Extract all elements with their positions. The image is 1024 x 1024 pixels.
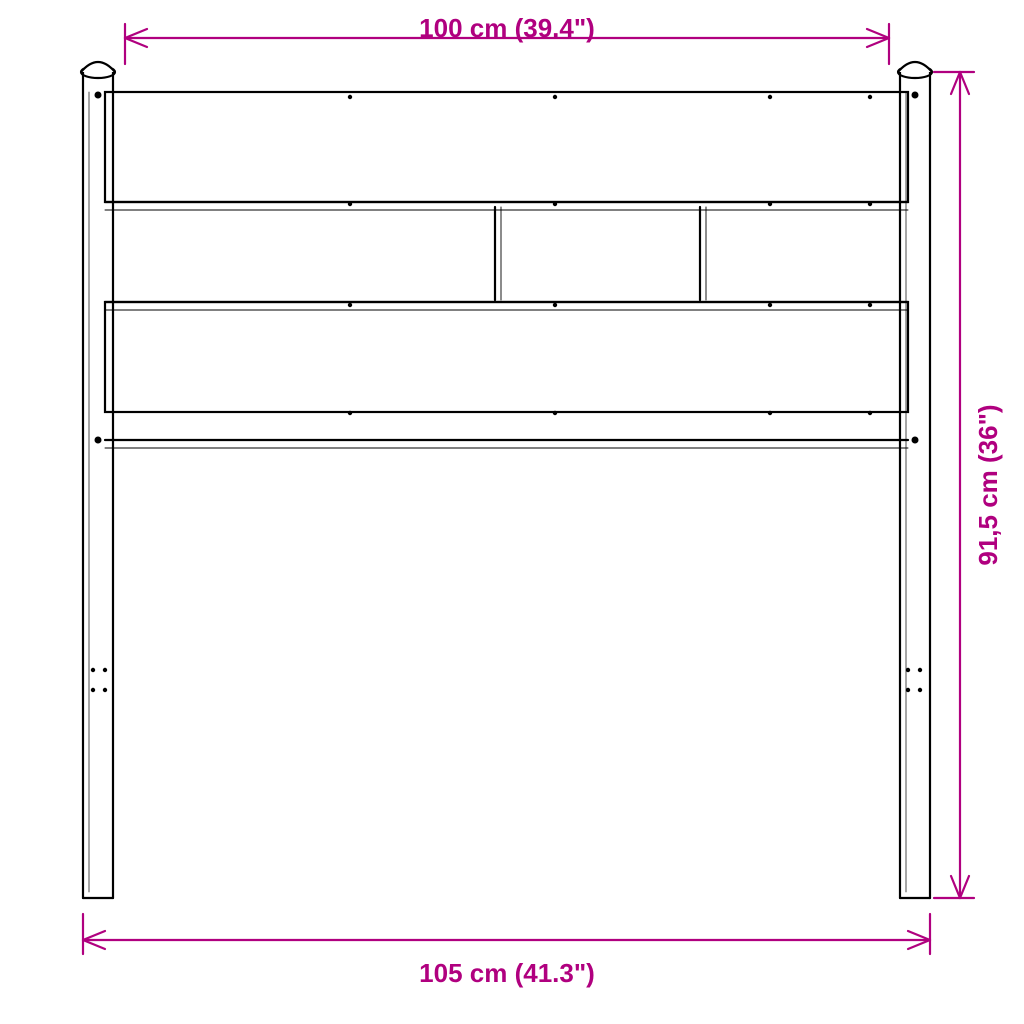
dim-label-bottom: 105 cm (41.3") — [419, 958, 595, 988]
headboard-dimension-drawing: 100 cm (39.4") 91,5 cm (36") 105 cm (41.3"… — [0, 0, 1024, 1024]
top-panel — [105, 92, 908, 202]
dim-label-top: 100 cm (39.4") — [419, 13, 595, 43]
dimension-lines — [83, 24, 974, 954]
dim-label-right: 91,5 cm (36") — [973, 404, 1003, 565]
fastener-dots — [91, 92, 922, 693]
bottom-panel — [105, 302, 908, 412]
product-outline — [81, 62, 932, 898]
